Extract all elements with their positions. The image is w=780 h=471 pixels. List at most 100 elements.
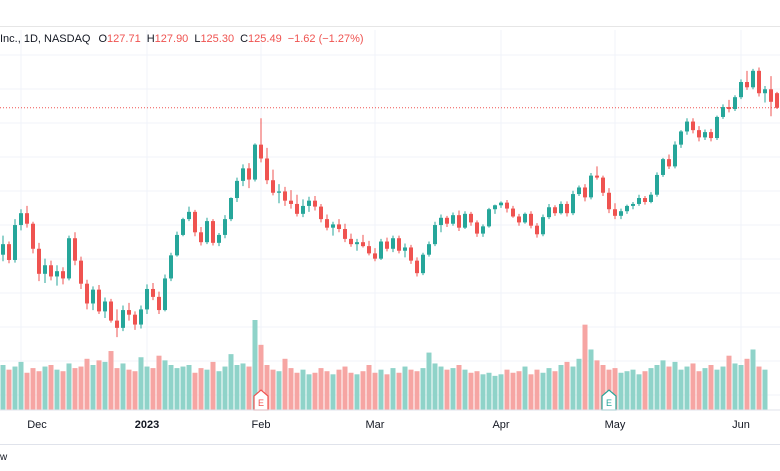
candle [709,128,713,142]
volume-bar [42,366,48,410]
symbol-title[interactable]: Inc., 1D, NASDAQ [0,33,91,45]
candle-body [703,132,707,138]
candle-body [25,213,29,224]
candle [475,220,479,237]
candle-body [733,97,737,110]
candle-body [433,225,437,245]
volume-bar [492,375,498,410]
volume-bar [744,358,750,410]
candle-body [217,234,221,243]
volume-bar [552,371,558,410]
candle-body [73,238,77,261]
x-tick-label: Jun [732,419,750,431]
volume-bar [588,349,594,410]
candle-body [49,265,53,277]
candle-body [673,144,677,167]
footer-text: w [0,452,8,463]
candle [289,190,293,209]
close-label: C [240,33,249,45]
volume-bar [126,369,132,410]
volume-bar [48,365,54,410]
volume-bar [288,368,294,410]
candle [103,297,107,318]
candle-body [667,159,671,167]
candle [13,219,17,263]
candle-body [601,177,605,193]
volume-bar [402,366,408,410]
candle-body [529,213,533,226]
volume-bar [630,369,636,410]
volume-bar [474,371,480,410]
candle [247,163,251,189]
candle [763,85,767,103]
candle [703,129,707,141]
candle-body [517,216,521,223]
volume-bar [672,361,678,410]
volume-bar [612,368,618,410]
candle-body [523,213,527,223]
x-tick-label: Mar [366,419,385,431]
volume-bar [240,363,246,410]
chart-grid [0,30,780,410]
open-label: O [98,33,108,45]
candle [265,147,269,185]
candle [493,204,497,214]
volume-bar [420,368,426,410]
volume-bar [378,369,384,410]
candle [595,166,599,180]
candle-body [241,168,245,181]
candle-body [145,288,149,310]
candle [67,235,71,281]
volume-bar [300,369,306,410]
volume-bar [12,366,18,410]
volume-bar [318,368,324,410]
candle [343,223,347,243]
volume-bar [360,371,366,410]
volume-bar [222,366,228,410]
candle [73,232,77,266]
candle-body [511,208,515,217]
candle-body [367,246,371,254]
candle [541,214,545,237]
candle [511,205,515,218]
legend-header: Inc., 1D, NASDAQ O 127.71 H 127.90 L 125.30… [0,33,370,49]
volume-bar [342,366,348,410]
candle-body [469,213,473,223]
candlestick-chart[interactable]: E E Dec 2023 Feb Mar Apr May Jun [0,0,780,444]
earnings-marker-label: E [258,398,264,408]
footer-bar: w [0,444,780,471]
volume-bar [696,371,702,410]
candle [109,298,113,323]
candle-body [205,221,209,243]
candle-body [85,283,89,304]
candle-body [175,234,179,256]
volume-bar [354,374,360,410]
candle [253,143,257,182]
candle [85,279,89,310]
candle-body [97,289,101,312]
volume-bar [570,366,576,410]
candle [19,209,23,231]
candle-body [721,107,725,117]
candle [217,232,221,247]
candle [7,241,11,264]
candle [523,212,527,224]
candle [481,224,485,237]
candle-body [535,225,539,235]
candle [433,221,437,247]
volume-bar [366,365,372,410]
candle-body [307,200,311,206]
volume-bar [750,349,756,410]
volume-bar [252,320,258,410]
volume-bar [438,366,444,410]
candle-body [109,301,113,321]
candle [415,257,419,277]
volume-bar [174,368,180,410]
volume-bar [330,374,336,410]
candle-body [421,254,425,274]
candle [91,286,95,311]
volume-bar [384,374,390,410]
candle-body [763,89,767,94]
volume-bar [498,374,504,410]
candle [631,201,635,210]
